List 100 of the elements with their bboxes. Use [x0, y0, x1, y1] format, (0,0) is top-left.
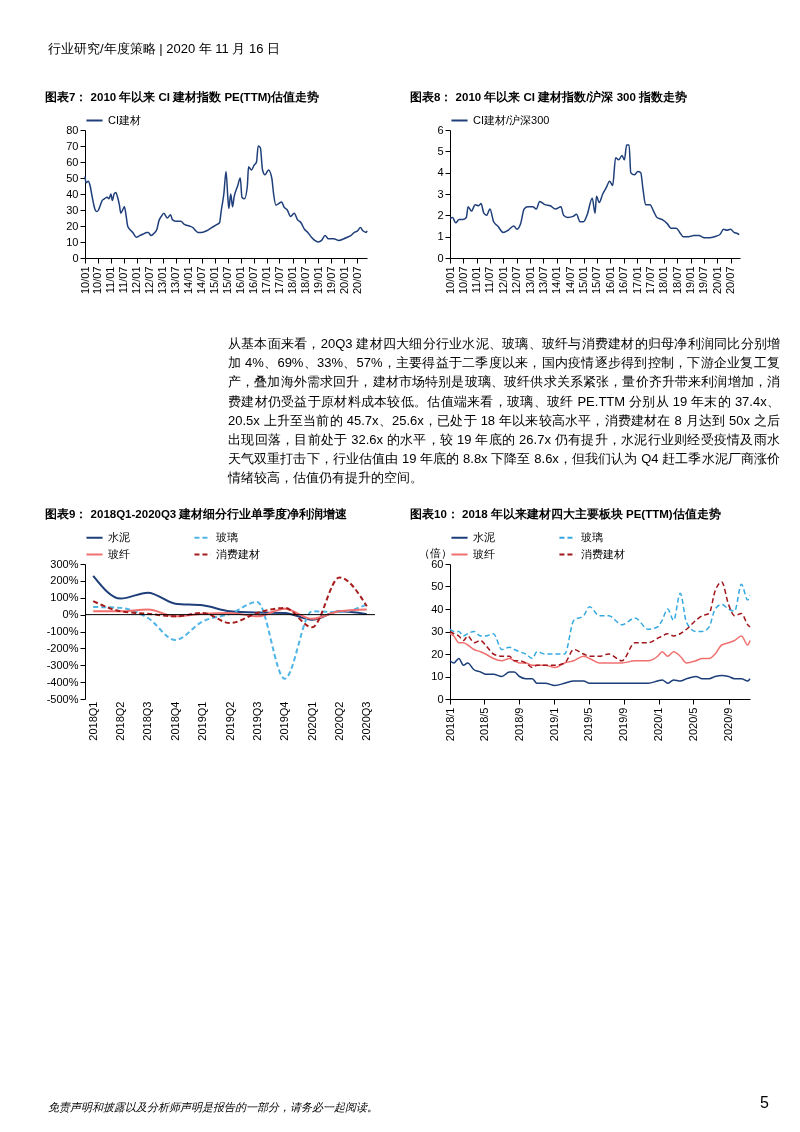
text: 5 — [760, 1094, 769, 1112]
x-tick-label: 2019/9 — [617, 707, 630, 742]
chart-title: 图表10： 2018 年以来建材四大主要板块 PE(TTM)估值走势 — [410, 506, 721, 521]
text: 行业研究/年度策略 | 2020 年 11 月 16 日 — [48, 40, 282, 58]
y-tick-label: 10 — [431, 670, 444, 682]
y-tick-label: 100% — [50, 591, 79, 604]
x-tick-label: 17/07 — [643, 266, 656, 295]
x-tick-label: 14/07 — [195, 266, 208, 295]
y-tick-label: -300% — [46, 658, 79, 671]
x-tick-label: 10/01 — [443, 266, 456, 295]
x-tick-label: 18/07 — [298, 266, 311, 295]
x-tick-label: 11/07 — [483, 266, 496, 294]
x-tick-label: 20/01 — [710, 266, 723, 295]
x-tick-label: 11/01 — [104, 266, 117, 294]
x-tick-label: 15/01 — [577, 266, 590, 295]
y-tick-label: -100% — [46, 625, 79, 637]
x-tick-label: 20/01 — [337, 266, 350, 295]
y-tick-label: 0 — [72, 251, 79, 264]
x-tick-label: 2019Q2 — [223, 701, 236, 741]
y-tick-label: 80 — [66, 123, 79, 136]
legend-label: 水泥 — [108, 530, 130, 543]
x-tick-label: 2018Q4 — [168, 701, 181, 741]
x-tick-label: 13/01 — [523, 266, 536, 295]
x-tick-label: 20/07 — [350, 266, 363, 295]
x-tick-label: 2019Q3 — [250, 701, 263, 741]
x-tick-label: 19/01 — [311, 266, 324, 295]
x-tick-label: 18/01 — [286, 266, 299, 295]
y-tick-label: 0% — [62, 608, 79, 621]
x-tick-label: 19/07 — [324, 266, 337, 295]
x-tick-label: 2020Q3 — [360, 701, 373, 741]
x-tick-label: 12/01 — [496, 266, 509, 295]
x-tick-label: 17/07 — [272, 266, 285, 295]
x-tick-label: 15/01 — [208, 266, 221, 295]
x-tick-label: 16/07 — [247, 266, 260, 295]
x-tick-label: 2018Q3 — [141, 701, 154, 741]
x-tick-label: 16/01 — [234, 266, 247, 295]
text: 从基本面来看，20Q3 建材四大细分行业水泥、玻璃、玻纤与消费建材的归母净利润同比分别增加 4%、69%、33%、57%，主要得益于二季度以来，国内疫情逐步得到控制，下游企业复工复产，叠加海外需求回升，建材市场特别是玻璃、玻纤供求关系紧张，量价齐升带来利润增加，消费建材仍受益于原材料成本较低。估值端来看，玻璃、玻纤 PE.TTM 分别从 19 年末的 37.4x、20.5x 上升至当前的 45.7x、25.6x，已处于 18 年以来较高水平，消费建材在 8 月达到 50x 之后出现回落，目前处于 32.6x 的水平，较 19 年底的 26.7x 仍有提升，水泥行业则经受疫情及雨水天气双重打击下，行业估值由 19 年底的 8.8x 下降至 8.6x，但我们认为 Q4 赶工季水泥厂商涨价情绪较高，估值仍有提升的空间。 — [228, 335, 780, 488]
x-tick-label: 12/07 — [510, 266, 523, 295]
y-tick-label: 20 — [66, 219, 79, 232]
y-tick-label: 0 — [437, 251, 444, 264]
chart-title: 图表9： 2018Q1-2020Q3 建材细分行业单季度净利润增速 — [45, 506, 348, 520]
legend-label: 消费建材 — [216, 547, 260, 560]
legend-label: 消费建材 — [581, 547, 625, 560]
y-tick-label: 4 — [437, 166, 444, 179]
x-tick-label: 11/01 — [470, 266, 483, 294]
legend-label: 玻纤 — [108, 547, 130, 560]
x-tick-label: 13/07 — [536, 266, 549, 295]
x-tick-label: 14/01 — [550, 266, 563, 295]
x-tick-label: 2018/5 — [477, 707, 490, 742]
y-tick-label: 6 — [437, 123, 444, 136]
x-tick-label: 18/07 — [670, 266, 683, 295]
x-tick-label: 13/07 — [169, 266, 182, 295]
legend-label: 玻璃 — [216, 530, 238, 543]
x-tick-label: 15/07 — [590, 266, 603, 295]
x-tick-label: 2019/1 — [547, 707, 560, 742]
y-tick-label: 40 — [66, 187, 79, 200]
y-tick-label: 2 — [437, 208, 444, 221]
x-tick-label: 2019Q1 — [196, 701, 209, 741]
y-tick-label: 30 — [431, 625, 444, 637]
legend-label: CI建材 — [108, 113, 141, 126]
x-tick-label: 11/07 — [117, 266, 130, 294]
x-tick-label: 13/01 — [156, 266, 169, 295]
x-tick-label: 2018Q1 — [86, 701, 99, 741]
y-tick-label: -400% — [46, 675, 79, 688]
x-tick-label: 2020/1 — [652, 707, 665, 742]
legend-label: CI建材/沪深300 — [473, 113, 550, 126]
chart-title: 图表7： 2010 年以来 CI 建材指数 PE(TTM)估值走势 — [45, 89, 320, 104]
y-tick-label: 300% — [50, 557, 79, 570]
x-tick-label: 19/07 — [697, 266, 710, 295]
x-tick-label: 2020Q2 — [332, 701, 345, 741]
x-tick-label: 2020/5 — [686, 707, 699, 742]
x-tick-label: 10/01 — [78, 266, 91, 295]
x-tick-label: 14/01 — [182, 266, 195, 295]
x-tick-label: 2018Q2 — [114, 701, 127, 741]
x-tick-label: 15/07 — [221, 266, 234, 295]
x-tick-label: 19/01 — [684, 266, 697, 295]
y-tick-label: 40 — [431, 602, 444, 615]
text: 免责声明和披露以及分析师声明是报告的一部分，请务必一起阅读。 — [48, 1100, 379, 1115]
x-tick-label: 17/01 — [630, 266, 643, 295]
y-tick-label: 3 — [437, 187, 444, 200]
y-tick-label: 50 — [66, 171, 79, 184]
y-tick-label: 70 — [66, 139, 79, 152]
y-tick-label: -200% — [46, 641, 79, 654]
x-tick-label: 2019Q4 — [278, 701, 291, 741]
y-tick-label: 60 — [431, 557, 444, 570]
x-tick-label: 12/01 — [130, 266, 143, 295]
x-tick-label: 2020Q1 — [305, 701, 318, 741]
x-tick-label: 2019/5 — [582, 707, 595, 742]
x-tick-label: 2018/9 — [512, 707, 525, 742]
legend-label: 玻纤 — [473, 547, 495, 560]
x-tick-label: 14/07 — [563, 266, 576, 295]
x-tick-label: 10/07 — [91, 266, 104, 295]
x-tick-label: 2020/9 — [722, 707, 735, 742]
y-tick-label: -500% — [46, 692, 79, 705]
legend-label: 水泥 — [473, 530, 495, 543]
x-tick-label: 10/07 — [456, 266, 469, 295]
y-tick-label: 200% — [50, 574, 79, 587]
y-tick-label: 30 — [66, 203, 79, 216]
y-tick-label: 20 — [431, 647, 444, 660]
y-tick-label: 1 — [437, 230, 444, 243]
